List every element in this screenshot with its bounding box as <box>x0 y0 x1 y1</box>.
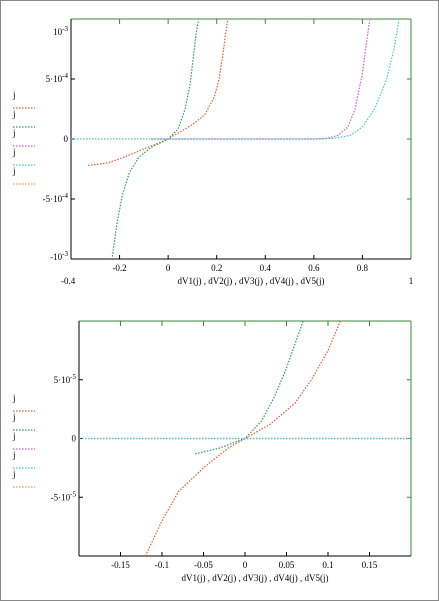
chart1-y-min-label: -10-3 <box>50 250 68 262</box>
chart2-legend-label: j <box>12 412 16 422</box>
chart2-legend-label: j <box>12 431 16 441</box>
chart1-legend-label: j <box>12 128 16 138</box>
chart2-series-2-line <box>195 320 304 455</box>
chart1-x-tick-label: 0.2 <box>211 263 222 273</box>
chart2-x-tick-label: -0.15 <box>111 560 130 570</box>
chart1-series-1-line <box>87 20 229 166</box>
chart1-x-axis-label: dV1(j) , dV2(j) , dV3(j) , dV4(j) , dV5(… <box>178 276 325 286</box>
chart1-legend-label: j <box>12 90 16 100</box>
chart2-legend-label: j <box>12 469 16 479</box>
chart2-x-tick-label: 0.1 <box>322 560 333 570</box>
chart1-x-tick-label: 0.6 <box>308 263 320 273</box>
chart1-x-min-label: -0.4 <box>61 276 76 286</box>
chart1-series-3-line <box>151 20 371 140</box>
chart1-legend-label: j <box>12 147 16 157</box>
chart1-y-tick-label: -5·10-4 <box>43 192 69 204</box>
chart1-x-tick-label: 0.8 <box>357 263 369 273</box>
chart1-y-tick-label: 0 <box>64 134 69 144</box>
chart2-x-axis-label: dV1(j) , dV2(j) , dV3(j) , dV4(j) , dV5(… <box>182 573 329 583</box>
chart2-x-tick-label: 0.15 <box>362 560 378 570</box>
chart1-y-max-label: 10-3 <box>53 25 68 37</box>
chart1-series-4-line <box>71 20 400 140</box>
chart2-x-tick-label: 0.05 <box>279 560 295 570</box>
chart2-y-tick-label: -5·10-5 <box>51 490 77 502</box>
chart1-x-max-label: 1 <box>409 276 414 286</box>
chart1-legend-label: j <box>12 109 16 119</box>
chart1-legend-label: j <box>12 166 16 176</box>
chart1-x-tick-label: 0.4 <box>260 263 272 273</box>
chart2-series-1-line <box>144 320 341 557</box>
chart2-y-tick-label: 5·10-5 <box>54 373 77 385</box>
chart1-x-tick-label: -0.2 <box>112 263 126 273</box>
chart1-x-tick-label: 0 <box>166 263 171 273</box>
chart1-y-tick-label: 5·10-4 <box>46 72 69 84</box>
chart2-y-tick-label: 0 <box>72 434 77 444</box>
chart2-x-tick-label: -0.05 <box>194 560 213 570</box>
chart2-legend-label: j <box>12 393 16 403</box>
chart2-x-tick-label: 0 <box>243 560 248 570</box>
chart2-x-tick-label: -0.1 <box>155 560 169 570</box>
chart2-legend-label: j <box>12 450 16 460</box>
